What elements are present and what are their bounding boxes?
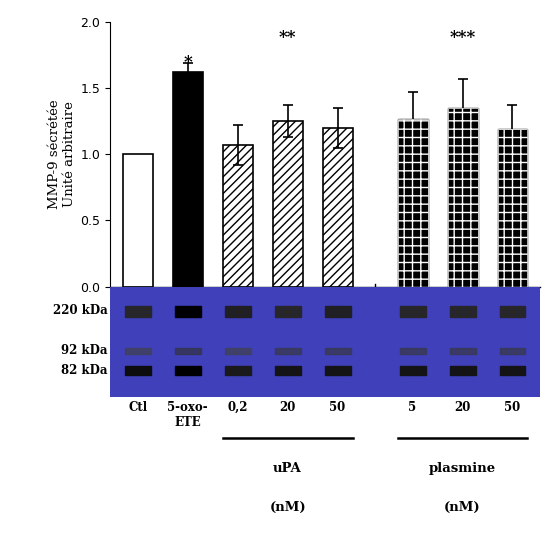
Bar xyxy=(125,348,150,354)
Text: *: * xyxy=(183,54,192,71)
Bar xyxy=(273,121,302,287)
Text: 82 kDa: 82 kDa xyxy=(61,364,107,377)
Bar xyxy=(498,129,527,287)
Text: 92 kDa: 92 kDa xyxy=(61,344,107,357)
Bar xyxy=(399,306,425,317)
Text: 50: 50 xyxy=(504,401,521,414)
Text: 5-oxo-
ETE: 5-oxo- ETE xyxy=(168,401,208,429)
Bar xyxy=(175,348,201,354)
Text: 220 kDa: 220 kDa xyxy=(53,304,107,317)
Bar xyxy=(447,108,478,287)
Bar xyxy=(325,366,350,375)
Bar xyxy=(325,348,350,354)
Text: uPA: uPA xyxy=(273,462,302,475)
Bar xyxy=(225,366,251,375)
Bar xyxy=(450,306,476,317)
Text: Ctl: Ctl xyxy=(128,401,147,414)
Bar xyxy=(450,366,476,375)
Bar xyxy=(498,129,527,287)
Text: (nM): (nM) xyxy=(269,501,306,514)
Text: 50: 50 xyxy=(329,401,345,414)
Bar xyxy=(225,306,251,317)
Bar xyxy=(399,348,425,354)
Y-axis label: MMP-9 sécrétée
Unité arbitraire: MMP-9 sécrétée Unité arbitraire xyxy=(48,100,76,209)
Bar xyxy=(175,306,201,317)
Text: 20: 20 xyxy=(279,401,296,414)
Bar xyxy=(498,129,527,287)
Bar xyxy=(500,306,526,317)
Text: **: ** xyxy=(279,29,296,46)
Bar xyxy=(274,366,301,375)
Bar xyxy=(125,306,150,317)
Bar xyxy=(398,118,428,287)
Bar xyxy=(500,366,526,375)
Bar xyxy=(447,108,478,287)
Bar xyxy=(398,118,428,287)
Bar xyxy=(123,154,153,287)
Bar xyxy=(398,118,428,287)
Text: ***: *** xyxy=(450,29,476,46)
Text: (nM): (nM) xyxy=(444,501,481,514)
Bar xyxy=(325,306,350,317)
Bar xyxy=(274,306,301,317)
Bar xyxy=(125,366,150,375)
Text: plasmine: plasmine xyxy=(429,462,496,475)
Bar xyxy=(274,348,301,354)
Bar xyxy=(322,128,353,287)
Text: 20: 20 xyxy=(455,401,471,414)
Bar xyxy=(399,366,425,375)
Bar xyxy=(175,366,201,375)
Bar xyxy=(223,145,252,287)
Text: 0,2: 0,2 xyxy=(228,401,248,414)
Bar xyxy=(172,72,203,287)
Bar xyxy=(225,348,251,354)
Bar xyxy=(450,348,476,354)
Text: 5: 5 xyxy=(408,401,417,414)
Bar xyxy=(500,348,526,354)
Bar xyxy=(447,108,478,287)
